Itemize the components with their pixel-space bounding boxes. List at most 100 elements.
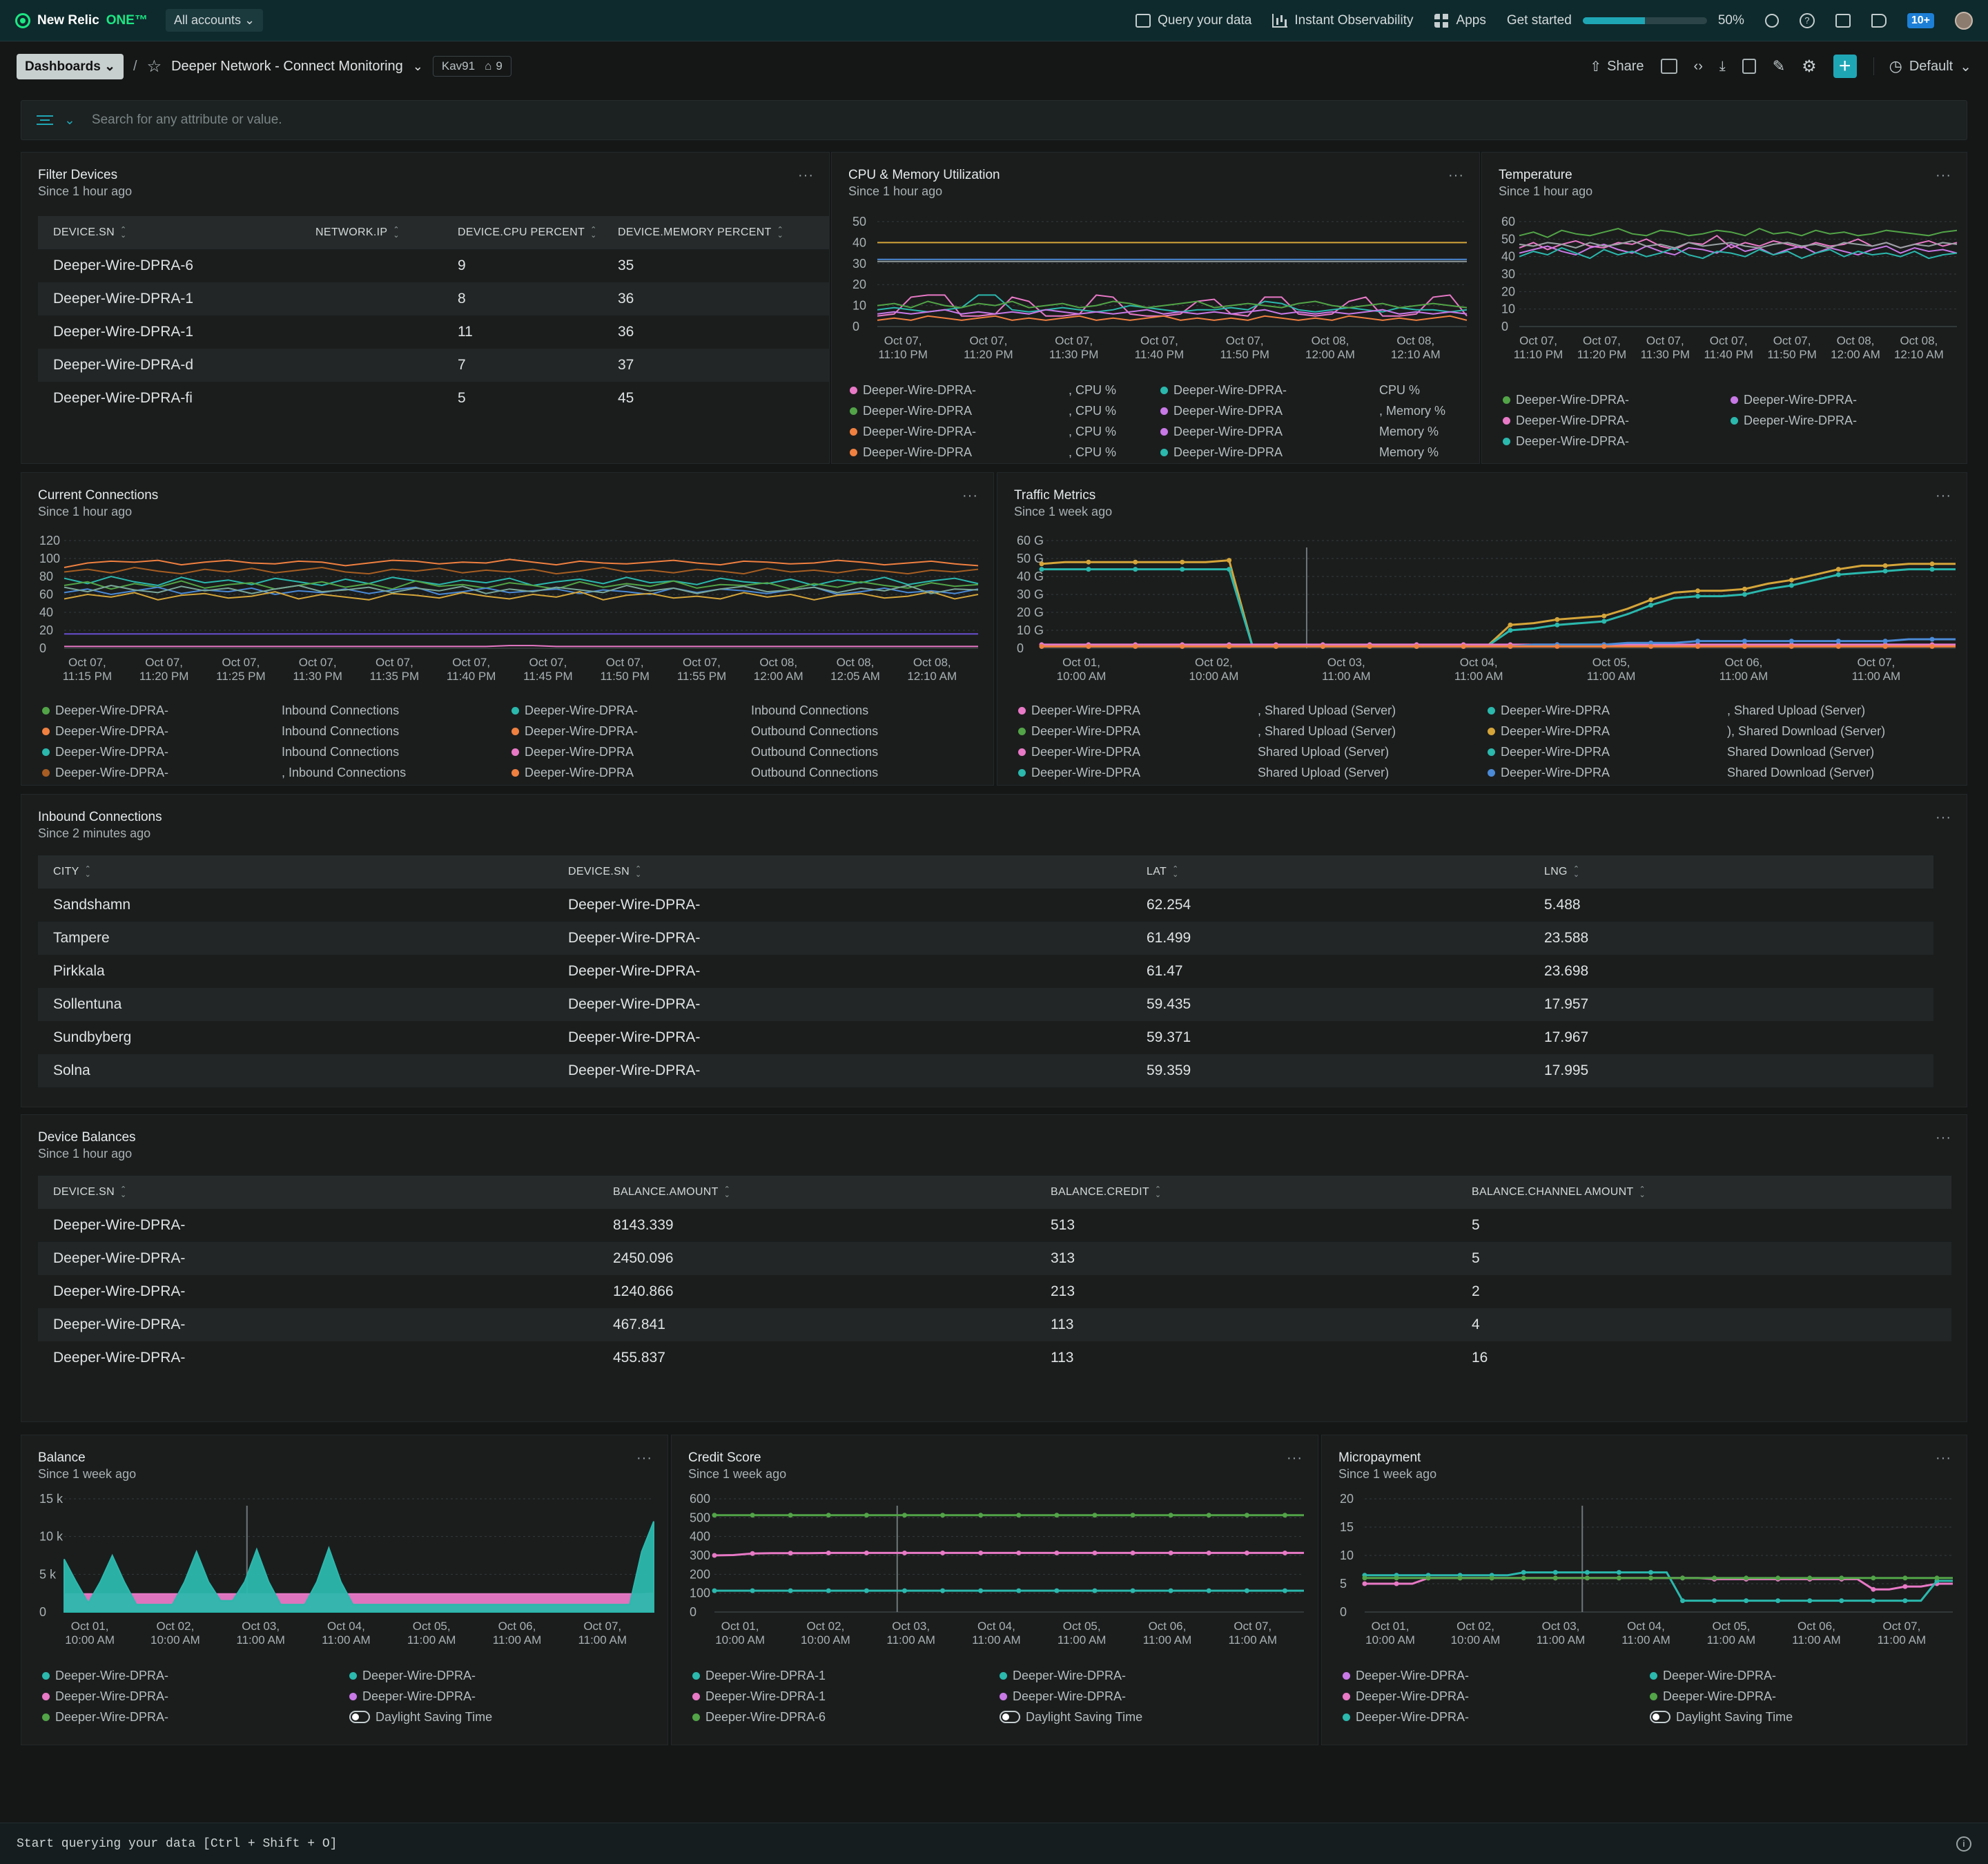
panel-menu-button[interactable]: ···: [1936, 488, 1951, 503]
info-icon[interactable]: i: [1956, 1836, 1971, 1852]
table-row[interactable]: Deeper-Wire-DPRA-fi 5 45: [38, 382, 829, 415]
column-header[interactable]: DEVICE.MEMORY PERCENT ⌃ ⌄: [603, 216, 829, 249]
line-series[interactable]: [1519, 228, 1958, 238]
instant-observability-link[interactable]: Instant Observability: [1272, 13, 1414, 28]
legend-item[interactable]: Deeper-Wire-DPRA , CPU %: [850, 401, 1160, 420]
legend-item[interactable]: Deeper-Wire-DPRA-: [1731, 411, 1951, 430]
legend-item[interactable]: Deeper-Wire-DPRA-: [1650, 1666, 1947, 1685]
line-series[interactable]: [64, 584, 979, 594]
legend-item[interactable]: Deeper-Wire-DPRA Memory %: [1160, 443, 1464, 462]
toggle-switch[interactable]: [1650, 1711, 1670, 1723]
column-header[interactable]: DEVICE.SN ⌃ ⌄: [553, 855, 1131, 889]
legend-item[interactable]: Deeper-Wire-DPRA- Inbound Connections: [511, 701, 967, 720]
table-row[interactable]: Solna Deeper-Wire-DPRA- 59.359 17.995: [38, 1054, 1933, 1087]
legend-item[interactable]: Deeper-Wire-DPRA- Outbound Connections: [511, 721, 967, 741]
toggle-switch[interactable]: [349, 1711, 370, 1723]
legend-item[interactable]: Deeper-Wire-DPRA- , Inbound Connections: [42, 763, 511, 782]
edit-pencil-icon[interactable]: ✎: [1772, 57, 1786, 75]
dashboard-tags[interactable]: Kav91 ⌂ 9: [432, 56, 511, 77]
table-row[interactable]: Deeper-Wire-DPRA- 467.841 113 4: [38, 1308, 1951, 1341]
table-row[interactable]: Deeper-Wire-DPRA-6 9 35: [38, 249, 829, 282]
notifications-badge[interactable]: 10+: [1907, 12, 1934, 28]
legend-item[interactable]: Deeper-Wire-DPRA , Memory %: [1160, 401, 1464, 420]
legend-item[interactable]: Deeper-Wire-DPRA- , CPU %: [850, 422, 1160, 441]
announcements-icon[interactable]: [1871, 13, 1887, 28]
legend-item[interactable]: Deeper-Wire-DPRA), Shared Download (Serv…: [1488, 721, 1950, 741]
table-row[interactable]: Deeper-Wire-DPRA-d 7 37: [38, 349, 829, 382]
legend-item[interactable]: Deeper-Wire-DPRA-: [1650, 1687, 1947, 1706]
legend-item[interactable]: Deeper-Wire-DPRA Shared Upload (Server): [1018, 742, 1488, 761]
legend-item[interactable]: Deeper-Wire-DPRA-: [1000, 1666, 1296, 1685]
legend-item[interactable]: Deeper-Wire-DPRA Shared Upload (Server): [1018, 763, 1488, 782]
line-series[interactable]: [64, 566, 979, 575]
tv-mode-icon[interactable]: [1660, 59, 1677, 74]
legend-item[interactable]: Deeper-Wire-DPRA-: [1343, 1707, 1650, 1727]
panel-menu-button[interactable]: ···: [1287, 1450, 1303, 1466]
code-icon[interactable]: ‹›: [1693, 58, 1703, 74]
filter-search-input[interactable]: Search for any attribute or value.: [91, 113, 282, 127]
dashboards-button[interactable]: Dashboards ⌄: [17, 53, 124, 79]
dashboard-title[interactable]: Deeper Network - Connect Monitoring: [171, 58, 403, 74]
panel-menu-button[interactable]: ···: [1936, 1130, 1951, 1145]
table-row[interactable]: Deeper-Wire-DPRA-1 8 36: [38, 282, 829, 315]
legend-item[interactable]: Deeper-Wire-DPRA Shared Download (Server): [1488, 763, 1950, 782]
account-picker[interactable]: All accounts ⌄: [165, 9, 264, 32]
legend-item[interactable]: Deeper-Wire-DPRA- Inbound Connections: [42, 742, 511, 761]
toggle-switch[interactable]: [1000, 1711, 1020, 1723]
line-series[interactable]: [1041, 559, 1956, 648]
legend-item[interactable]: Deeper-Wire-DPRA-: [42, 1687, 349, 1706]
feedback-icon[interactable]: [1835, 13, 1851, 28]
apps-link[interactable]: Apps: [1434, 13, 1486, 28]
query-bar-footer[interactable]: Start querying your data [Ctrl + Shift +…: [0, 1823, 1988, 1864]
table-row[interactable]: Deeper-Wire-DPRA-1 11 36: [38, 315, 829, 349]
legend-item[interactable]: Deeper-Wire-DPRA-: [1503, 431, 1731, 451]
column-header[interactable]: BALANCE.CREDIT ⌃ ⌄: [1035, 1176, 1456, 1209]
user-avatar[interactable]: [1955, 11, 1973, 30]
panel-menu-button[interactable]: ···: [1936, 810, 1951, 825]
column-header[interactable]: CITY ⌃ ⌄: [38, 855, 553, 889]
filter-bar[interactable]: ⌄ Search for any attribute or value.: [21, 100, 1967, 140]
filter-icon[interactable]: [37, 115, 53, 125]
column-header[interactable]: NETWORK.IP ⌃ ⌄: [300, 216, 442, 249]
chevron-down-icon[interactable]: ⌄: [64, 113, 75, 128]
line-series[interactable]: [64, 580, 979, 590]
panel-menu-button[interactable]: ···: [1936, 1450, 1951, 1466]
line-series[interactable]: [714, 1551, 1304, 1557]
duplicate-icon[interactable]: [1742, 59, 1756, 74]
legend-item[interactable]: Deeper-Wire-DPRA-: [42, 1666, 349, 1685]
table-row[interactable]: Deeper-Wire-DPRA- 1240.866 213 2: [38, 1275, 1951, 1308]
legend-item[interactable]: Deeper-Wire-DPRA- CPU %: [1160, 380, 1464, 400]
legend-item[interactable]: Deeper-Wire-DPRA-6: [692, 1707, 1000, 1727]
legend-item[interactable]: Deeper-Wire-DPRA , Shared Upload (Server): [1018, 701, 1488, 720]
add-widget-button[interactable]: +: [1833, 55, 1857, 78]
legend-item[interactable]: Deeper-Wire-DPRA-: [1000, 1687, 1296, 1706]
daylight-saving-toggle[interactable]: Daylight Saving Time: [1000, 1707, 1296, 1727]
get-started-progress[interactable]: Get started 50%: [1507, 13, 1744, 28]
new-relic-logo[interactable]: New Relic ONE™: [15, 12, 148, 28]
table-row[interactable]: Deeper-Wire-DPRA- 2450.096 313 5: [38, 1242, 1951, 1275]
legend-item[interactable]: Deeper-Wire-DPRA- Inbound Connections: [42, 721, 511, 741]
table-row[interactable]: Deeper-Wire-DPRA- 8143.339 513 5: [38, 1209, 1951, 1242]
legend-item[interactable]: Deeper-Wire-DPRA , CPU %: [850, 443, 1160, 462]
table-row[interactable]: Sandshamn Deeper-Wire-DPRA- 62.254 5.488: [38, 889, 1933, 922]
time-picker[interactable]: ◷ Default ⌄: [1873, 57, 1971, 75]
column-header[interactable]: BALANCE.AMOUNT ⌃ ⌄: [598, 1176, 1035, 1209]
daylight-saving-toggle[interactable]: Daylight Saving Time: [1650, 1707, 1947, 1727]
legend-item[interactable]: Deeper-Wire-DPRA Outbound Connections: [511, 742, 967, 761]
panel-menu-button[interactable]: ···: [962, 488, 978, 503]
legend-item[interactable]: Deeper-Wire-DPRA Memory %: [1160, 422, 1464, 441]
legend-item[interactable]: Deeper-Wire-DPRA-: [42, 1707, 349, 1727]
legend-item[interactable]: Deeper-Wire-DPRA-: [1503, 411, 1731, 430]
legend-item[interactable]: Deeper-Wire-DPRA-: [349, 1687, 646, 1706]
legend-item[interactable]: Deeper-Wire-DPRA , Shared Upload (Server): [1488, 701, 1950, 720]
panel-menu-button[interactable]: ···: [636, 1450, 652, 1466]
legend-item[interactable]: Deeper-Wire-DPRA-: [1343, 1687, 1650, 1706]
column-header[interactable]: BALANCE.CHANNEL AMOUNT ⌃ ⌄: [1456, 1176, 1951, 1209]
panel-menu-button[interactable]: ···: [798, 168, 814, 183]
legend-item[interactable]: Deeper-Wire-DPRA-1: [692, 1666, 1000, 1685]
help-icon[interactable]: ?: [1799, 12, 1815, 28]
line-series[interactable]: [877, 309, 1468, 315]
panel-menu-button[interactable]: ···: [1448, 168, 1464, 183]
panel-menu-button[interactable]: ···: [1936, 168, 1951, 183]
daylight-saving-toggle[interactable]: Daylight Saving Time: [349, 1707, 646, 1727]
